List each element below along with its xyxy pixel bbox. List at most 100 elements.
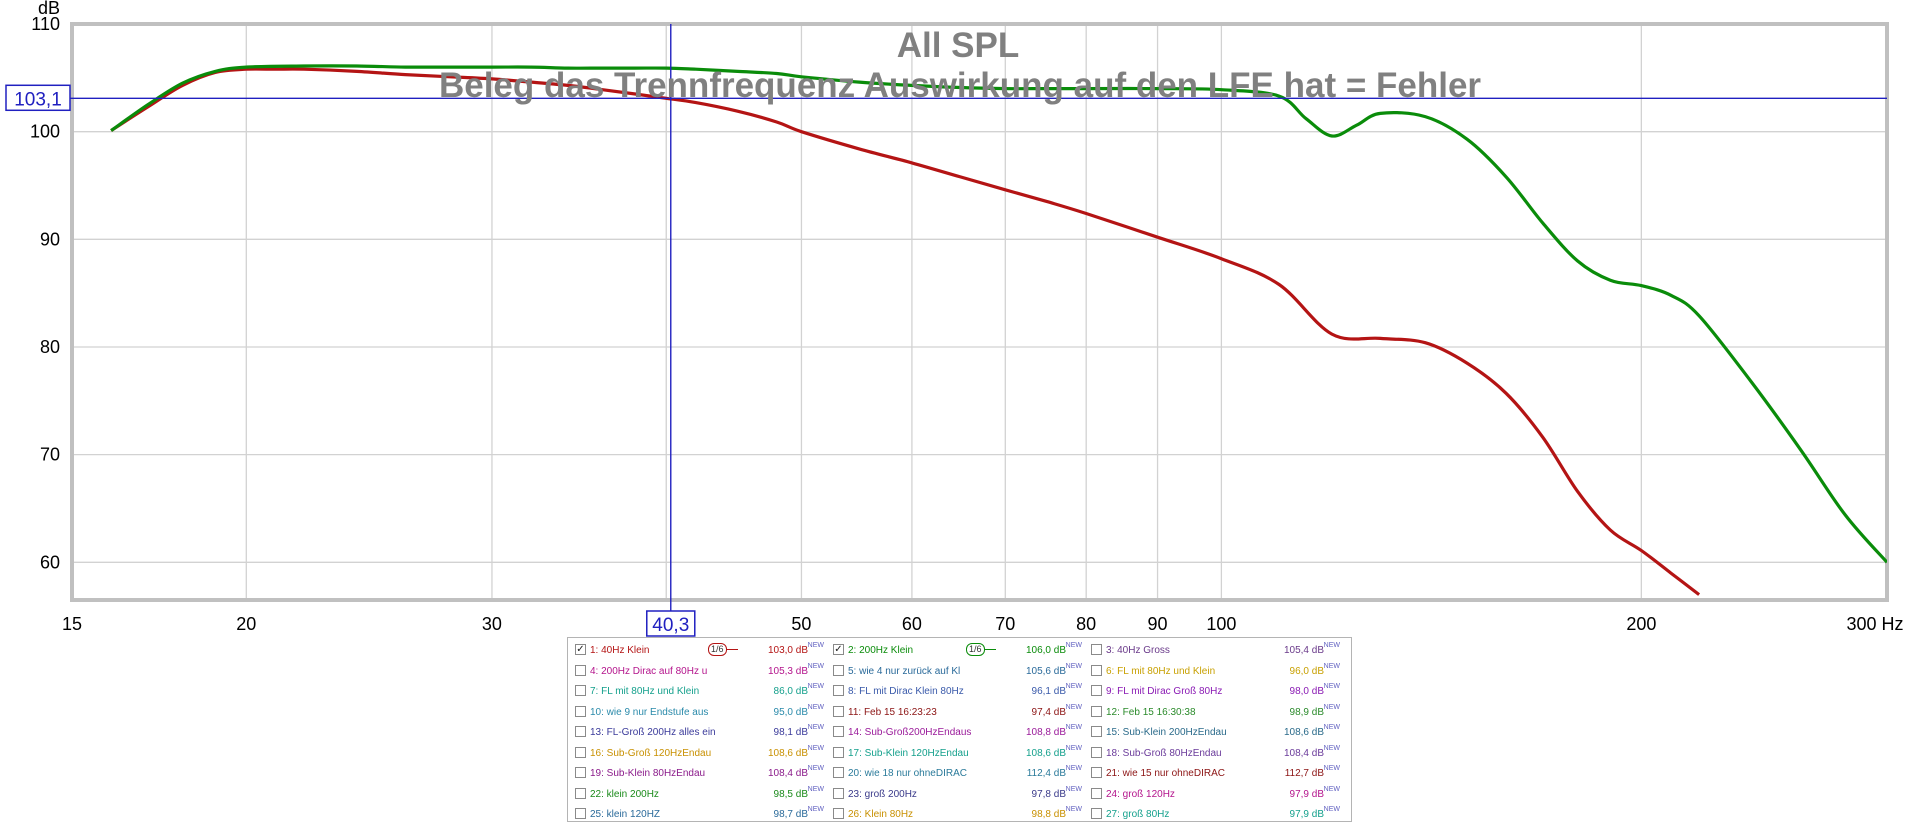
legend-checkbox[interactable] [833,767,844,778]
legend-row: 19: Sub-Klein 80HzEndau 108,4 dB NEW 20: wi… [568,763,1351,784]
legend-label: 10: wie 9 nur Endstufe aus [590,706,709,718]
legend-label: 17: Sub-Klein 120HzEndau [848,747,969,759]
new-badge: NEW [1065,724,1082,731]
spl-chart[interactable]: 60 70 80 90 100 110 15 20 30 50 60 70 80 90 100 200 300… [0,0,1920,640]
legend-item[interactable]: ✓ 2: 200Hz Klein 1/6 106,0 dB NEW [826,640,1082,660]
legend-checkbox[interactable] [1091,685,1102,696]
legend-item[interactable]: 18: Sub-Groß 80HzEndau 108,4 dB NEW [1084,743,1340,763]
legend-value: 105,6 dB [1025,665,1066,677]
legend-checkbox[interactable] [1091,808,1102,819]
legend-checkbox[interactable] [575,767,586,778]
legend-value: 96,0 dB [1289,665,1324,677]
svg-text:40,3: 40,3 [652,615,689,636]
legend-value: 108,4 dB [767,768,808,779]
legend-row: 16: Sub-Groß 120HzEndau 108,6 dB NEW 17: Su… [568,743,1351,764]
x-axis-ticks: 15 20 30 50 60 70 80 90 100 200 300 Hz [62,614,1904,634]
smoothing-badge[interactable]: 1/6 [708,643,727,656]
legend-checkbox[interactable] [833,705,844,717]
legend-row: 4: 200Hz Dirac auf 80Hz u 105,3 dB NEW 5: w… [568,661,1351,682]
legend-item[interactable]: 8: FL mit Dirac Klein 80Hz 96,1 dB NEW [826,681,1082,701]
legend-checkbox[interactable] [1091,787,1102,799]
legend-checkbox[interactable] [575,705,586,717]
legend-value: 108,8 dB [1025,727,1066,738]
legend-checkbox[interactable] [575,685,586,696]
legend-label: 14: Sub-Groß200HzEndaus [848,727,972,738]
legend-checkbox[interactable] [833,685,844,696]
new-badge: NEW [807,703,824,711]
legend-item[interactable]: 24: groß 120Hz 97,9 dB NEW [1084,784,1340,804]
legend-value: 112,4 dB [1026,768,1066,779]
new-badge: NEW [1323,744,1340,752]
legend-checkbox[interactable] [575,787,586,799]
plot-frame [70,22,1889,602]
cursor-y-readout: 103,1 [5,84,71,112]
legend-label: 8: FL mit Dirac Klein 80Hz [848,686,964,697]
legend-item[interactable]: 19: Sub-Klein 80HzEndau 108,4 dB NEW [568,763,824,783]
legend-checkbox[interactable] [1091,644,1102,655]
new-badge: NEW [807,662,824,670]
legend-checkbox[interactable] [833,746,844,758]
legend-row: 22: klein 200Hz 98,5 dB NEW 23: groß 200Hz 9… [568,784,1351,805]
legend-label: 20: wie 18 nur ohneDIRAC [848,768,967,779]
legend-value: 108,4 dB [1283,747,1324,759]
legend-checkbox[interactable] [1091,746,1102,758]
x-tick-label: 60 [902,614,922,634]
smoothing-badge[interactable]: 1/6 [966,643,985,656]
new-badge: NEW [1065,703,1082,711]
legend-item[interactable]: 11: Feb 15 16:23:23 97,4 dB NEW [826,702,1082,722]
legend-checkbox[interactable] [1091,767,1102,778]
legend-item[interactable]: 27: groß 80Hz 97,9 dB NEW [1084,804,1340,824]
legend-label: 11: Feb 15 16:23:23 [848,706,937,718]
legend-item[interactable]: 6: FL mit 80Hz und Klein 96,0 dB NEW [1084,661,1340,681]
legend-checkbox[interactable] [833,726,844,737]
legend-item[interactable]: ✓ 1: 40Hz Klein 1/6 103,0 dB NEW [568,640,824,660]
legend-label: 7: FL mit 80Hz und Klein [590,686,700,697]
new-badge: NEW [1065,785,1082,793]
new-badge: NEW [807,744,824,752]
legend-item[interactable]: 14: Sub-Groß200HzEndaus 108,8 dB NEW [826,722,1082,742]
legend-checkbox-checked[interactable]: ✓ [833,644,844,655]
legend-item[interactable]: 15: Sub-Klein 200HzEndau 108,6 dB NEW [1084,722,1340,742]
legend-item[interactable]: 7: FL mit 80Hz und Klein 86,0 dB NEW [568,681,824,701]
legend-label: 1: 40Hz Klein [590,645,650,656]
legend-item[interactable]: 4: 200Hz Dirac auf 80Hz u 105,3 dB NEW [568,661,824,681]
legend-checkbox-checked[interactable]: ✓ [575,644,586,655]
legend-checkbox[interactable] [575,746,586,758]
legend-checkbox[interactable] [833,808,844,819]
legend-value: 98,9 dB [1289,706,1324,718]
legend-item[interactable]: 13: FL-Groß 200Hz alles ein 98,1 dB NEW [568,722,824,742]
legend-value: 98,7 dB [773,809,808,820]
legend-value: 105,3 dB [767,665,808,677]
legend-item[interactable]: 22: klein 200Hz 98,5 dB NEW [568,784,824,804]
legend-checkbox[interactable] [1091,705,1102,717]
legend-item[interactable]: 25: klein 120HZ 98,7 dB NEW [568,804,824,824]
legend-item[interactable]: 10: wie 9 nur Endstufe aus 95,0 dB NEW [568,702,824,722]
legend-item[interactable]: 21: wie 15 nur ohneDIRAC 112,7 dB NEW [1084,763,1340,783]
legend-item[interactable]: 26: Klein 80Hz 98,8 dB NEW [826,804,1082,824]
new-badge: NEW [1323,765,1340,772]
legend-item[interactable]: 20: wie 18 nur ohneDIRAC 112,4 dB NEW [826,763,1082,783]
new-badge: NEW [1323,703,1340,711]
legend-value: 97,4 dB [1031,706,1066,718]
legend-item[interactable]: 23: groß 200Hz 97,8 dB NEW [826,784,1082,804]
new-badge: NEW [1323,683,1340,690]
new-badge: NEW [807,785,824,793]
legend-item[interactable]: 9: FL mit Dirac Groß 80Hz 98,0 dB NEW [1084,681,1340,701]
legend-checkbox[interactable] [1091,726,1102,737]
legend-checkbox[interactable] [575,664,586,676]
legend-checkbox[interactable] [833,664,844,676]
legend-row: 13: FL-Groß 200Hz alles ein 98,1 dB NEW 14:… [568,722,1351,743]
new-badge: NEW [1323,785,1340,793]
legend-item[interactable]: 16: Sub-Groß 120HzEndau 108,6 dB NEW [568,743,824,763]
legend-checkbox[interactable] [833,787,844,799]
legend-row: 7: FL mit 80Hz und Klein 86,0 dB NEW 8: FL … [568,681,1351,702]
legend-item[interactable]: 3: 40Hz Gross 105,4 dB NEW [1084,640,1340,660]
legend-item[interactable]: 5: wie 4 nur zurück auf Kl 105,6 dB NEW [826,661,1082,681]
legend-checkbox[interactable] [575,808,586,819]
legend-checkbox[interactable] [1091,664,1102,676]
legend-checkbox[interactable] [575,726,586,737]
legend-item[interactable]: 12: Feb 15 16:30:38 98,9 dB NEW [1084,702,1340,722]
legend-label: 18: Sub-Groß 80HzEndau [1106,747,1222,759]
grid-lines [71,23,1888,600]
legend-item[interactable]: 17: Sub-Klein 120HzEndau 108,6 dB NEW [826,743,1082,763]
